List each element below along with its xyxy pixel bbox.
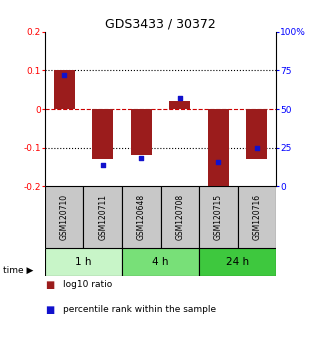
Text: GSM120710: GSM120710 [60, 194, 69, 240]
Point [139, 156, 144, 161]
Text: GSM120648: GSM120648 [137, 194, 146, 240]
Text: GSM120715: GSM120715 [214, 194, 223, 240]
Bar [208, 109, 229, 186]
Text: ■: ■ [45, 305, 54, 315]
Text: log10 ratio: log10 ratio [63, 280, 112, 290]
Text: GSM120708: GSM120708 [175, 194, 184, 240]
Point [216, 159, 221, 164]
Bar [160, 186, 199, 248]
Bar [131, 109, 152, 155]
Text: 1 h: 1 h [75, 257, 92, 267]
Text: GSM120716: GSM120716 [252, 194, 261, 240]
Point [100, 162, 105, 167]
Bar [45, 186, 83, 248]
Bar [45, 248, 122, 276]
Title: GDS3433 / 30372: GDS3433 / 30372 [105, 18, 216, 31]
Point [254, 145, 259, 150]
Bar [199, 248, 276, 276]
Bar [169, 101, 190, 109]
Bar [122, 248, 199, 276]
Point [62, 72, 67, 78]
Text: 4 h: 4 h [152, 257, 169, 267]
Text: 24 h: 24 h [226, 257, 249, 267]
Bar [54, 70, 75, 109]
Bar [238, 186, 276, 248]
Bar [83, 186, 122, 248]
Bar [122, 186, 160, 248]
Text: time ▶: time ▶ [3, 266, 34, 275]
Bar [199, 186, 238, 248]
Text: percentile rank within the sample: percentile rank within the sample [63, 305, 216, 314]
Bar [246, 109, 267, 159]
Point [177, 96, 182, 101]
Bar [92, 109, 113, 159]
Text: GSM120711: GSM120711 [98, 194, 107, 240]
Text: ■: ■ [45, 280, 54, 290]
